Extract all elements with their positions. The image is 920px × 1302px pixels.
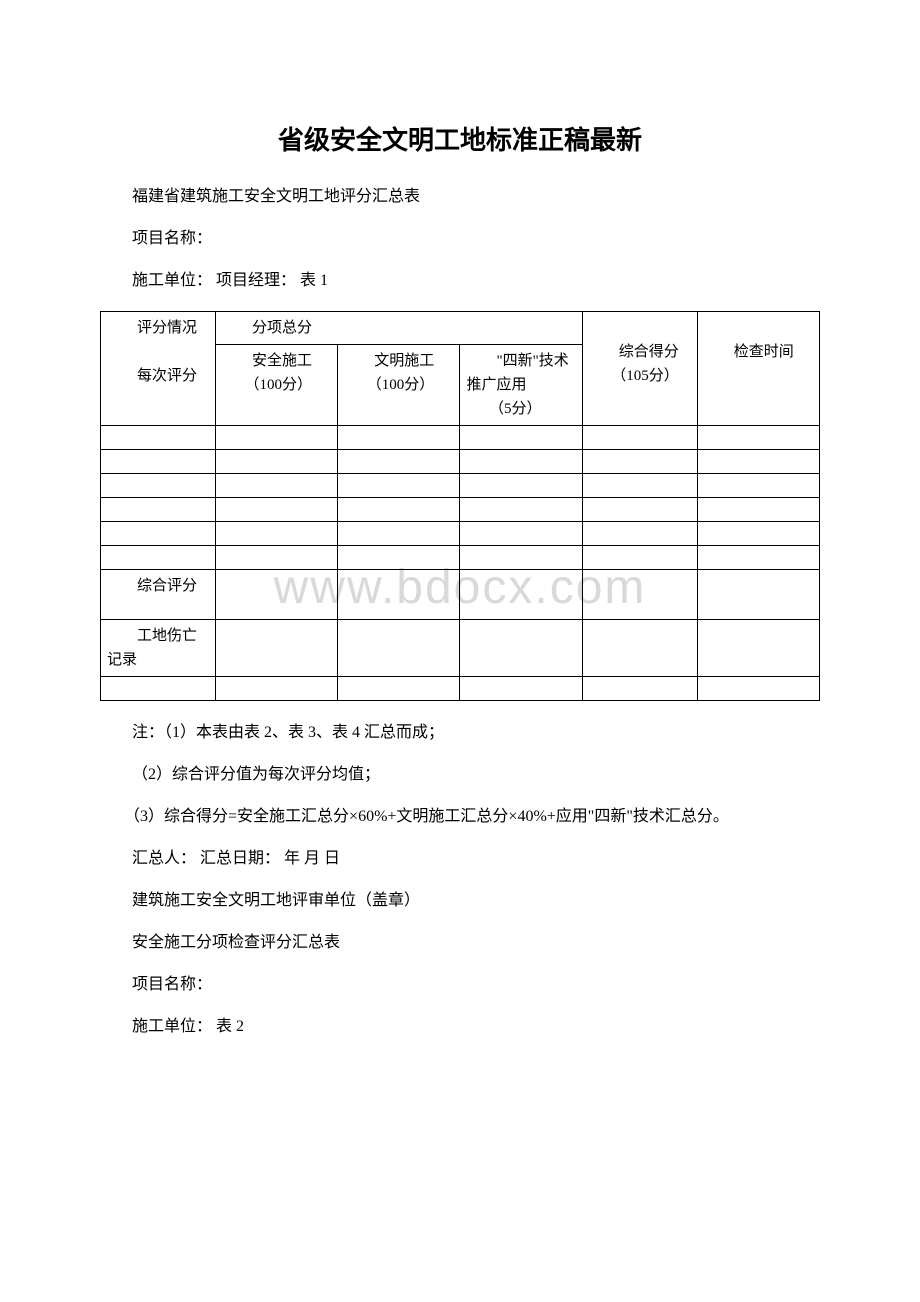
cell-empty bbox=[338, 498, 460, 522]
note-3-text: （3）综合得分=安全施工汇总分×60%+文明施工汇总分×40%+应用"四新"技术… bbox=[132, 808, 729, 825]
cell-empty bbox=[582, 450, 697, 474]
cell-empty bbox=[216, 522, 338, 546]
cell-empty bbox=[338, 522, 460, 546]
cell-empty bbox=[582, 677, 697, 701]
cell-empty bbox=[460, 546, 582, 570]
paragraph-summarizer: 汇总人： 汇总日期： 年 月 日 bbox=[100, 847, 820, 871]
cell-empty bbox=[216, 677, 338, 701]
cell-rating-situation: 评分情况 每次评分 bbox=[101, 312, 216, 426]
cell-empty bbox=[697, 474, 819, 498]
cell-empty bbox=[697, 522, 819, 546]
cell-text: （5分） bbox=[466, 401, 541, 417]
cell-empty bbox=[460, 426, 582, 450]
table-row bbox=[101, 546, 820, 570]
note-3: （3）综合得分=安全施工汇总分×60%+文明施工汇总分×40%+应用"四新"技术… bbox=[100, 805, 820, 829]
cell-comprehensive-score: 综合得分 （105分） bbox=[582, 312, 697, 426]
table-row bbox=[101, 522, 820, 546]
table-row: 评分情况 每次评分 分项总分 综合得分 （105分） 检查时间 bbox=[101, 312, 820, 345]
cell-empty bbox=[101, 426, 216, 450]
paragraph-project-name: 项目名称： bbox=[100, 227, 820, 251]
paragraph-construction-unit: 施工单位： 项目经理： 表 1 bbox=[100, 269, 820, 293]
document-title: 省级安全文明工地标准正稿最新 bbox=[100, 120, 820, 157]
cell-empty bbox=[460, 620, 582, 677]
cell-inspection-time: 检查时间 bbox=[697, 312, 819, 426]
cell-empty bbox=[460, 474, 582, 498]
cell-empty bbox=[101, 677, 216, 701]
document-content: 省级安全文明工地标准正稿最新 福建省建筑施工安全文明工地评分汇总表 项目名称： … bbox=[100, 120, 820, 1039]
cell-empty bbox=[216, 426, 338, 450]
cell-empty bbox=[697, 498, 819, 522]
table-row bbox=[101, 498, 820, 522]
cell-empty bbox=[338, 426, 460, 450]
cell-safety-construction: 安全施工 （100分） bbox=[216, 345, 338, 426]
cell-empty bbox=[582, 546, 697, 570]
cell-text: （105分） bbox=[589, 368, 679, 384]
cell-empty bbox=[697, 426, 819, 450]
cell-text: 安全施工 bbox=[222, 353, 312, 369]
cell-empty bbox=[101, 450, 216, 474]
cell-empty bbox=[460, 522, 582, 546]
cell-empty bbox=[216, 474, 338, 498]
cell-empty bbox=[338, 450, 460, 474]
cell-text: 文明施工 bbox=[344, 353, 434, 369]
table-row bbox=[101, 450, 820, 474]
cell-empty bbox=[338, 546, 460, 570]
paragraph-project-name-2: 项目名称： bbox=[100, 973, 820, 997]
cell-empty bbox=[582, 474, 697, 498]
cell-empty bbox=[338, 620, 460, 677]
cell-empty bbox=[582, 620, 697, 677]
paragraph-construction-unit-2: 施工单位： 表 2 bbox=[100, 1015, 820, 1039]
cell-four-new-tech: "四新"技术推广应用 （5分） bbox=[460, 345, 582, 426]
paragraph-review-unit: 建筑施工安全文明工地评审单位（盖章） bbox=[100, 889, 820, 913]
cell-empty bbox=[582, 426, 697, 450]
cell-empty bbox=[216, 450, 338, 474]
cell-text: 每次评分 bbox=[107, 368, 197, 384]
cell-empty bbox=[101, 474, 216, 498]
cell-empty bbox=[216, 498, 338, 522]
cell-empty bbox=[338, 570, 460, 620]
note-2: （2）综合评分值为每次评分均值； bbox=[100, 763, 820, 787]
cell-empty bbox=[216, 620, 338, 677]
table-row: 综合评分 bbox=[101, 570, 820, 620]
cell-empty bbox=[697, 620, 819, 677]
cell-comprehensive-rating: 综合评分 bbox=[101, 570, 216, 620]
cell-empty bbox=[338, 474, 460, 498]
paragraph-subtitle: 福建省建筑施工安全文明工地评分汇总表 bbox=[100, 185, 820, 209]
cell-empty bbox=[697, 677, 819, 701]
cell-empty bbox=[101, 546, 216, 570]
cell-empty bbox=[460, 498, 582, 522]
score-summary-table: 评分情况 每次评分 分项总分 综合得分 （105分） 检查时间 安全施工 （10… bbox=[100, 311, 820, 701]
cell-casualty-record: 工地伤亡记录 bbox=[101, 620, 216, 677]
cell-text: （100分） bbox=[344, 377, 434, 393]
cell-civilized-construction: 文明施工 （100分） bbox=[338, 345, 460, 426]
cell-empty bbox=[697, 546, 819, 570]
cell-empty bbox=[697, 450, 819, 474]
table-row: 工地伤亡记录 bbox=[101, 620, 820, 677]
cell-empty bbox=[101, 498, 216, 522]
cell-empty bbox=[697, 570, 819, 620]
cell-text: 综合得分 bbox=[589, 344, 679, 360]
cell-text: "四新"技术推广应用 bbox=[466, 353, 568, 393]
cell-subitem-total: 分项总分 bbox=[216, 312, 583, 345]
cell-empty bbox=[216, 570, 338, 620]
cell-empty bbox=[338, 677, 460, 701]
cell-empty bbox=[216, 546, 338, 570]
cell-empty bbox=[582, 498, 697, 522]
cell-text: 评分情况 bbox=[107, 320, 197, 336]
cell-empty bbox=[460, 677, 582, 701]
table-row bbox=[101, 677, 820, 701]
cell-empty bbox=[582, 522, 697, 546]
cell-empty bbox=[460, 570, 582, 620]
note-1: 注：（1）本表由表 2、表 3、表 4 汇总而成； bbox=[100, 721, 820, 745]
cell-text: 检查时间 bbox=[704, 344, 794, 360]
table-row bbox=[101, 426, 820, 450]
cell-text: （100分） bbox=[222, 377, 312, 393]
cell-empty bbox=[582, 570, 697, 620]
cell-empty bbox=[101, 522, 216, 546]
cell-empty bbox=[460, 450, 582, 474]
table-row bbox=[101, 474, 820, 498]
paragraph-safety-subtable: 安全施工分项检查评分汇总表 bbox=[100, 931, 820, 955]
